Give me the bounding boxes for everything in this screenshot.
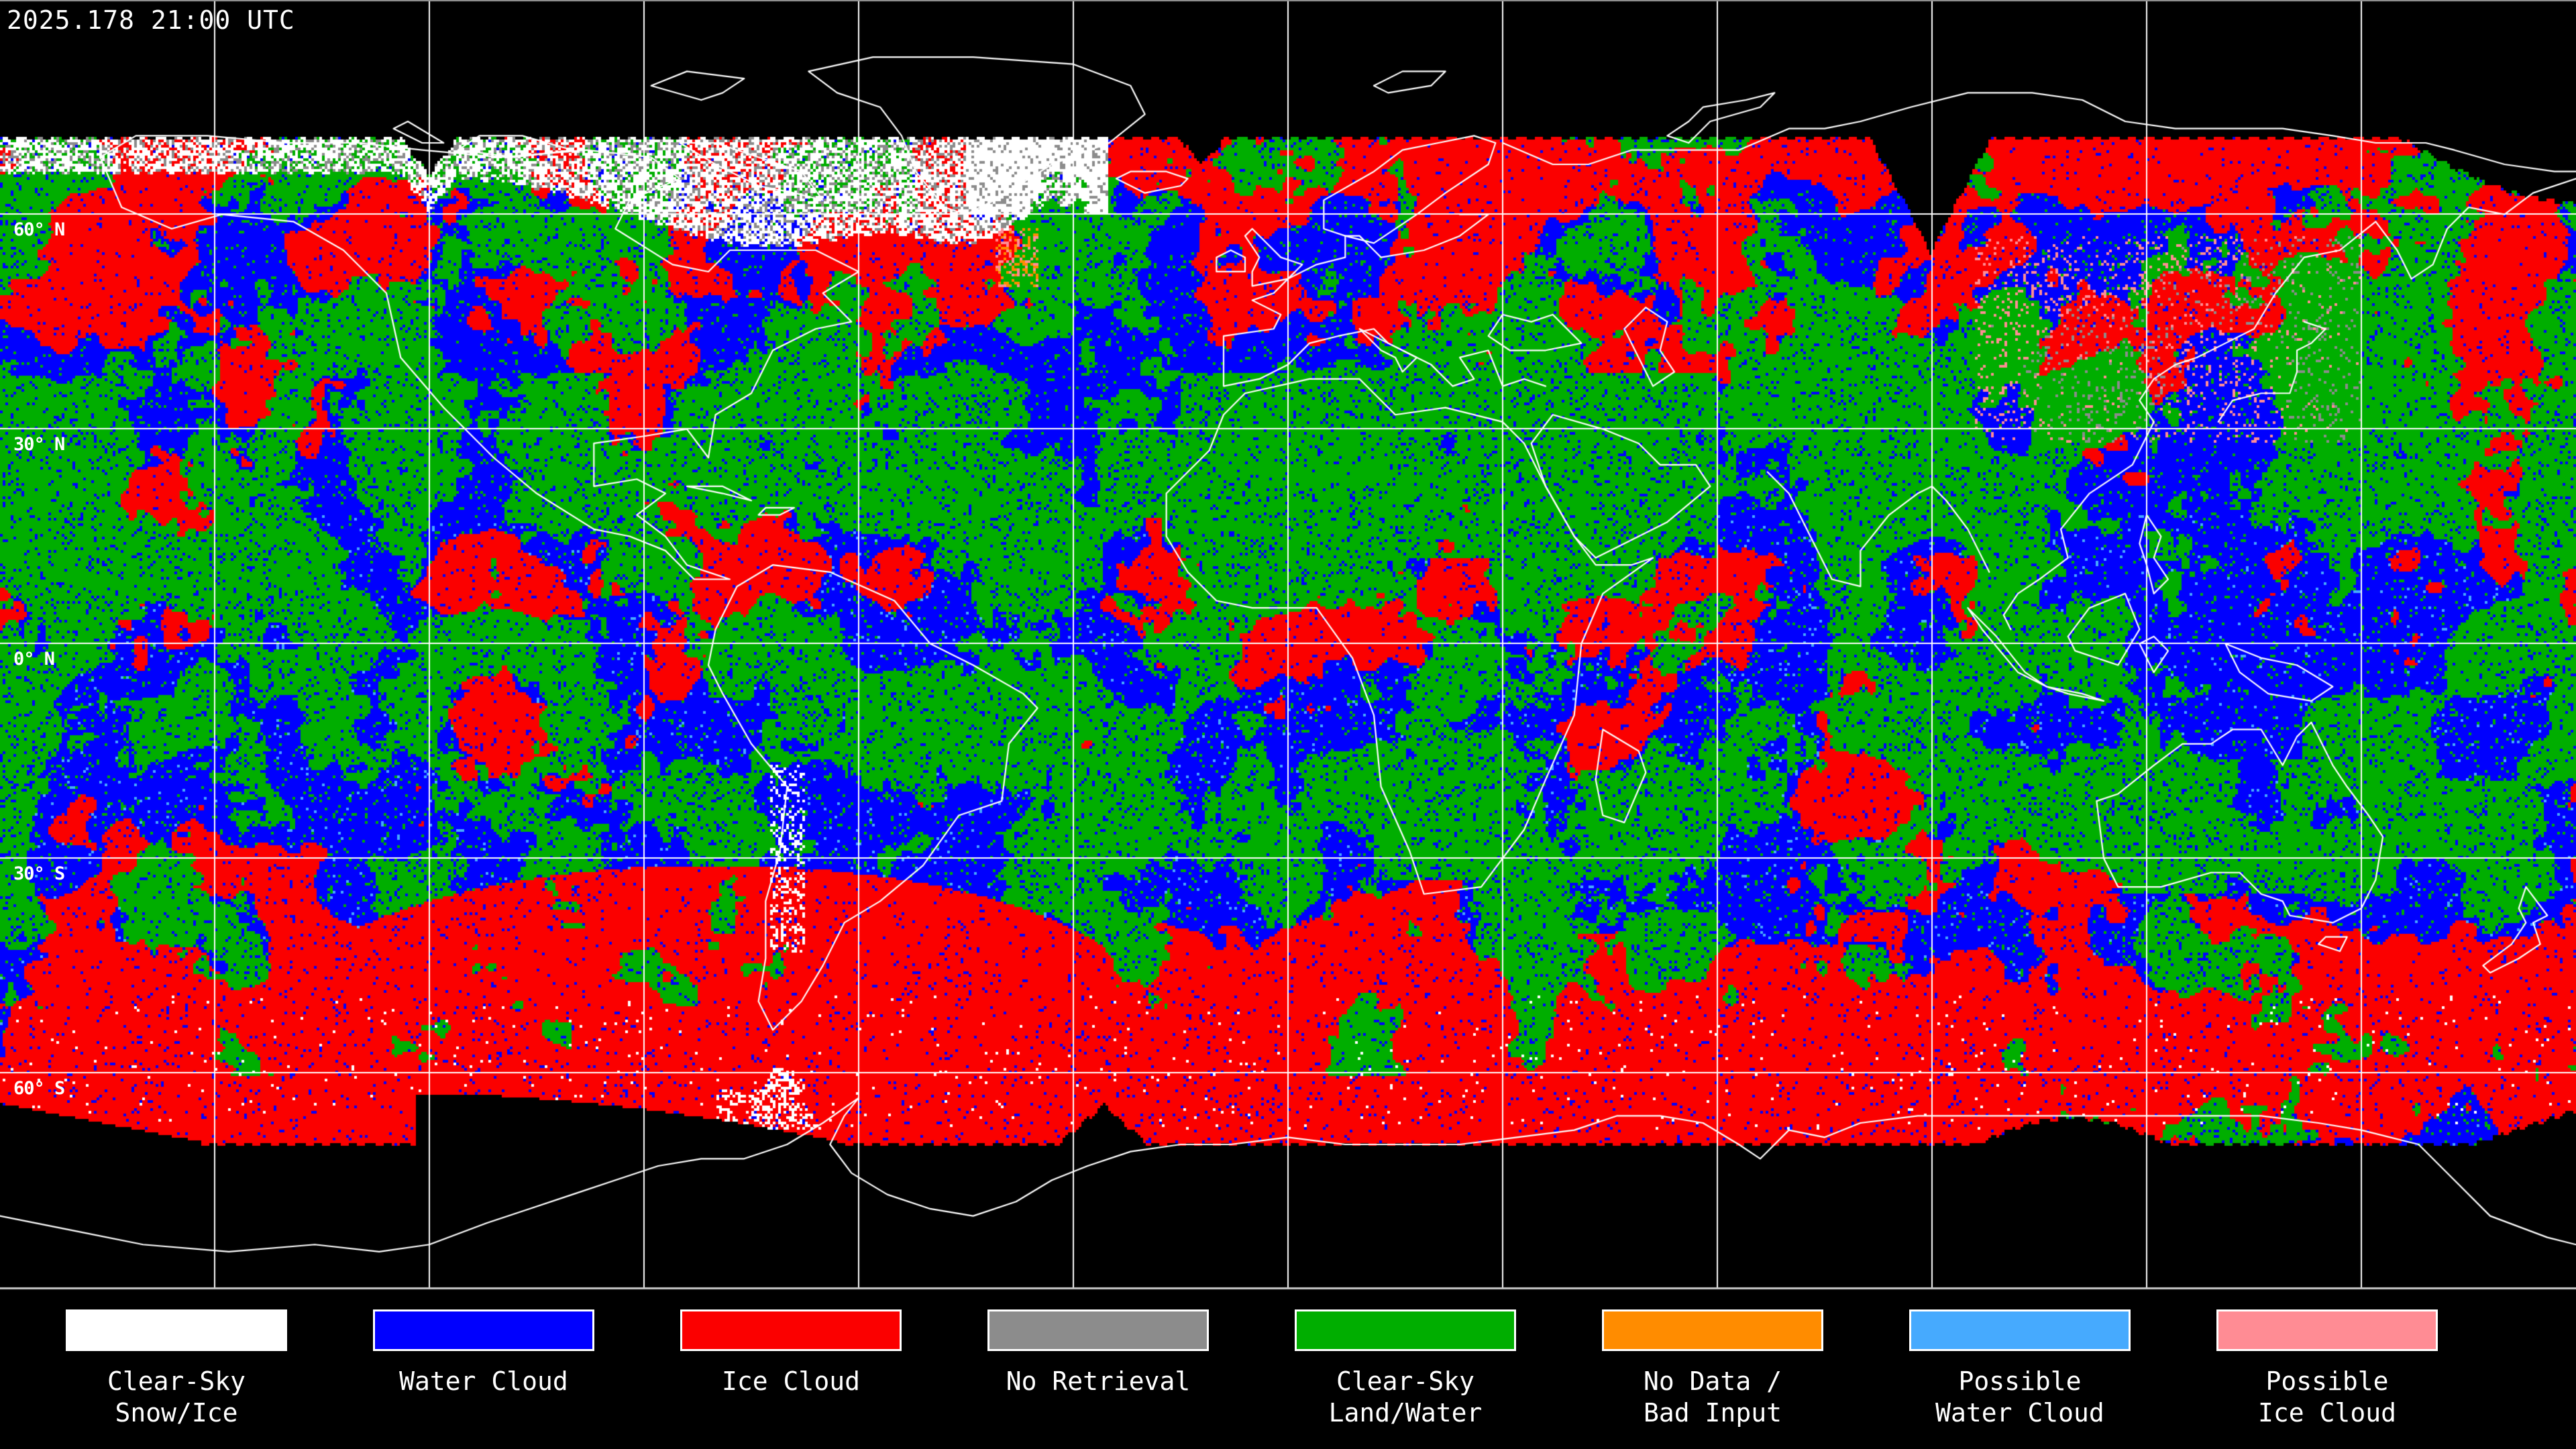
legend-swatch-clear-sky-snow-ice <box>66 1309 287 1351</box>
timestamp: 2025.178 21:00 UTC <box>7 5 295 35</box>
legend-item-no-data-bad-input: No Data / Bad Input <box>1559 1309 1866 1429</box>
legend-item-clear-sky-land-water: Clear-Sky Land/Water <box>1252 1309 1559 1429</box>
legend-swatch-no-data-bad-input <box>1602 1309 1823 1351</box>
legend-item-ice-cloud: Ice Cloud <box>637 1309 945 1429</box>
legend-label: Possible Water Cloud <box>1935 1366 2104 1428</box>
legend-label: Clear-Sky Land/Water <box>1328 1366 1483 1428</box>
legend-swatch-ice-cloud <box>680 1309 902 1351</box>
legend-label: Clear-Sky Snow/Ice <box>107 1366 246 1428</box>
legend-item-water-cloud: Water Cloud <box>330 1309 637 1429</box>
legend-item-no-retrieval: No Retrieval <box>945 1309 1252 1429</box>
legend-swatch-possible-ice-cloud <box>2216 1309 2438 1351</box>
latitude-label-30n: 30° N <box>13 434 65 455</box>
legend: Clear-Sky Snow/Ice Water Cloud Ice Cloud … <box>23 1309 2481 1429</box>
latitude-label-60n: 60° N <box>13 219 65 240</box>
legend-label: Possible Ice Cloud <box>2258 1366 2396 1428</box>
latitude-label-60s: 60° S <box>13 1078 65 1099</box>
legend-label: No Retrieval <box>1006 1366 1191 1396</box>
legend-item-possible-water-cloud: Possible Water Cloud <box>1866 1309 2174 1429</box>
legend-swatch-clear-sky-land-water <box>1295 1309 1516 1351</box>
legend-item-clear-sky-snow-ice: Clear-Sky Snow/Ice <box>23 1309 330 1429</box>
legend-label: Water Cloud <box>399 1366 568 1396</box>
legend-item-possible-ice-cloud: Possible Ice Cloud <box>2174 1309 2481 1429</box>
latitude-label-30s: 30° S <box>13 863 65 884</box>
latitude-label-0n: 0° N <box>13 649 55 669</box>
legend-label: No Data / Bad Input <box>1644 1366 1782 1428</box>
legend-label: Ice Cloud <box>722 1366 860 1396</box>
legend-swatch-water-cloud <box>373 1309 594 1351</box>
legend-swatch-possible-water-cloud <box>1909 1309 2131 1351</box>
legend-swatch-no-retrieval <box>987 1309 1209 1351</box>
